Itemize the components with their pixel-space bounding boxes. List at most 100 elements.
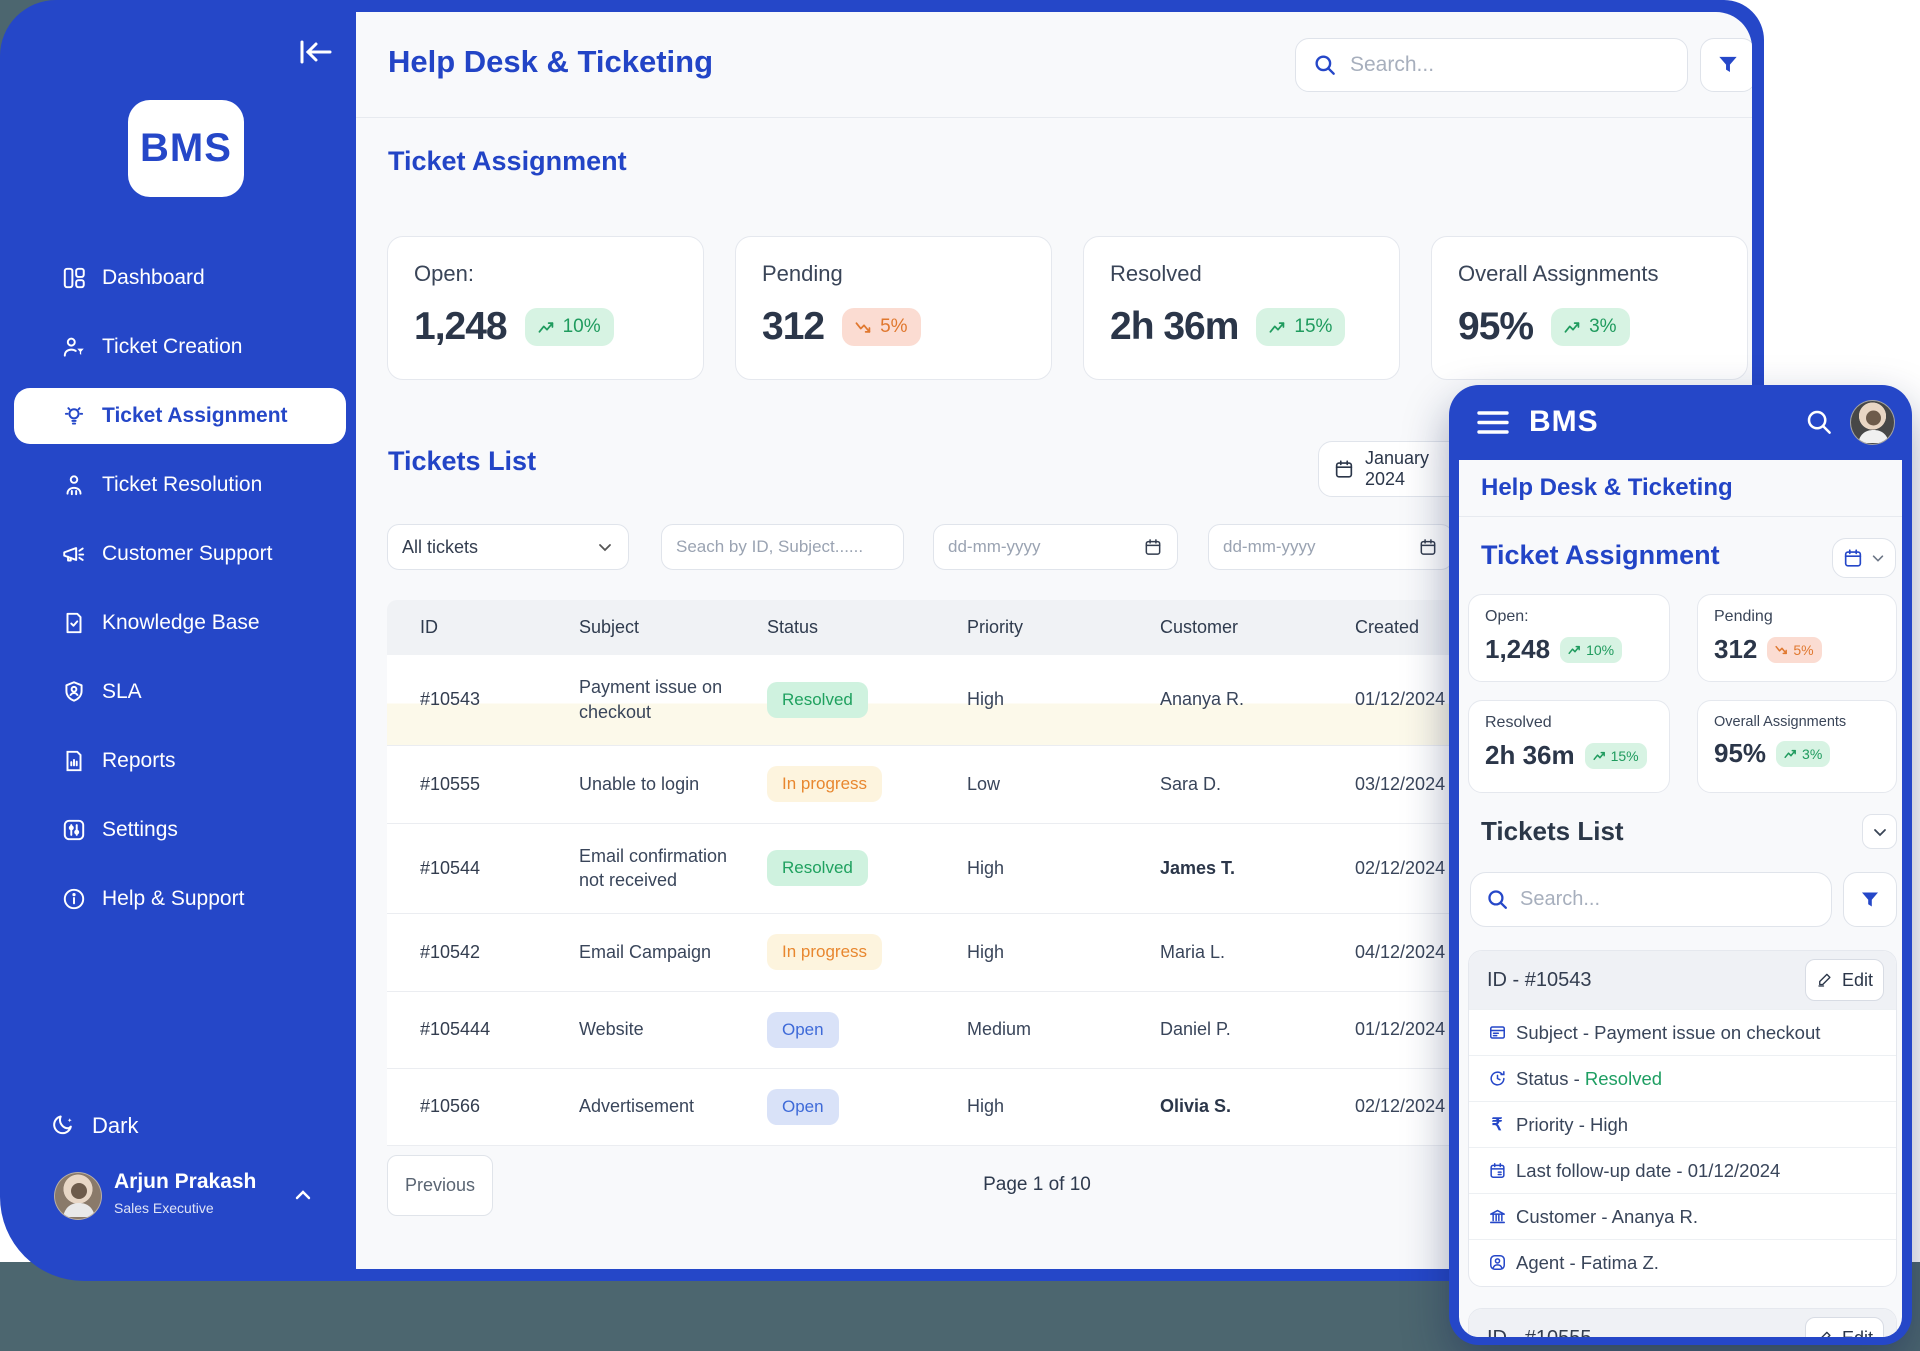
trend-badge: 5% bbox=[1767, 636, 1822, 663]
edit-button[interactable]: Edit bbox=[1805, 1317, 1884, 1337]
ticket-icon bbox=[1487, 1023, 1507, 1043]
date-from-field[interactable] bbox=[933, 524, 1178, 570]
sidebar-item-label: Knowledge Base bbox=[102, 611, 260, 634]
mobile-app-logo[interactable]: BMS bbox=[1529, 405, 1599, 438]
calendar-icon bbox=[1143, 537, 1163, 557]
sliders-icon bbox=[60, 816, 88, 844]
mobile-search-input[interactable] bbox=[1520, 888, 1817, 911]
ticket-customer: Daniel P. bbox=[1160, 991, 1355, 1068]
pencil-icon bbox=[1818, 973, 1831, 987]
search-icon bbox=[1312, 52, 1338, 78]
app-logo-text: BMS bbox=[140, 126, 232, 170]
stat-card-overall: Overall Assignments 95% 3% bbox=[1431, 236, 1748, 380]
stat-label: Open: bbox=[1485, 608, 1529, 625]
status-badge: In progress bbox=[767, 934, 883, 970]
mobile-user-avatar[interactable] bbox=[1850, 400, 1895, 445]
mobile-filter-button[interactable] bbox=[1843, 872, 1897, 927]
sidebar-item-label: Ticket Resolution bbox=[102, 473, 263, 496]
sidebar-item-label: Ticket Creation bbox=[102, 335, 243, 358]
table-row[interactable]: #10542 Email Campaign In progress High M… bbox=[387, 913, 1727, 991]
ticket-subject: Unable to login bbox=[579, 773, 700, 794]
ticket-card-id: ID - #10543 bbox=[1487, 968, 1592, 991]
trend-badge: 3% bbox=[1551, 308, 1630, 346]
col-status: Status bbox=[767, 600, 967, 655]
mobile-page-title: Help Desk & Ticketing bbox=[1481, 474, 1733, 501]
chevron-down-icon bbox=[596, 538, 614, 556]
edit-button[interactable]: Edit bbox=[1805, 959, 1884, 1001]
trend-badge: 15% bbox=[1256, 308, 1346, 346]
mobile-stat-resolved: Resolved 2h 36m 15% bbox=[1468, 700, 1670, 793]
trend-up-icon bbox=[538, 321, 553, 333]
stat-label: Pending bbox=[1714, 608, 1773, 625]
collapse-list-button[interactable] bbox=[1862, 814, 1897, 849]
person-add-icon bbox=[60, 333, 88, 361]
sidebar-item-ticket-assignment[interactable]: Ticket Assignment bbox=[14, 388, 346, 444]
status-badge: Open bbox=[767, 1011, 839, 1048]
mobile-search-field[interactable] bbox=[1470, 872, 1832, 927]
sidebar-item-settings[interactable]: Settings bbox=[10, 802, 346, 858]
ticket-field-customer: Customer - Ananya R. bbox=[1469, 1193, 1896, 1239]
pencil-icon bbox=[1821, 1331, 1831, 1337]
stat-value: 1,248 bbox=[414, 305, 508, 348]
dark-mode-label: Dark bbox=[92, 1113, 139, 1138]
menu-icon[interactable] bbox=[1477, 409, 1513, 436]
tickets-search-field[interactable] bbox=[661, 524, 904, 570]
sidebar-item-label: SLA bbox=[102, 680, 142, 703]
stat-label: Resolved bbox=[1110, 261, 1202, 286]
stat-label: Open: bbox=[414, 261, 474, 286]
ticket-customer: Olivia S. bbox=[1160, 1068, 1355, 1145]
stat-card-resolved: Resolved 2h 36m 15% bbox=[1083, 236, 1400, 380]
status-value: Resolved bbox=[1584, 1067, 1663, 1089]
ticket-customer: James T. bbox=[1160, 823, 1355, 913]
filter-icon bbox=[1862, 892, 1878, 906]
calendar-icon bbox=[1333, 458, 1355, 480]
date-from-input[interactable] bbox=[948, 537, 1135, 557]
ticket-id: #10566 bbox=[387, 1068, 579, 1145]
sidebar-item-dashboard[interactable]: Dashboard bbox=[10, 250, 346, 306]
agent-icon bbox=[1487, 1253, 1507, 1273]
global-search[interactable] bbox=[1295, 38, 1688, 92]
user-profile[interactable]: Arjun Prakash Sales Executive bbox=[0, 1168, 356, 1228]
stat-label: Pending bbox=[762, 261, 843, 286]
sidebar-item-ticket-resolution[interactable]: Ticket Resolution bbox=[10, 457, 346, 513]
trend-badge: 10% bbox=[524, 308, 614, 346]
status-badge: Open bbox=[767, 1088, 839, 1125]
info-icon bbox=[60, 885, 88, 913]
tickets-filter-dropdown[interactable]: All tickets bbox=[387, 524, 629, 570]
search-icon[interactable] bbox=[1804, 407, 1834, 437]
sidebar-item-ticket-creation[interactable]: Ticket Creation bbox=[10, 319, 346, 375]
sidebar-item-reports[interactable]: Reports bbox=[10, 733, 346, 789]
stat-value: 2h 36m bbox=[1485, 740, 1575, 770]
global-search-input[interactable] bbox=[1350, 53, 1671, 77]
sidebar-item-knowledge-base[interactable]: Knowledge Base bbox=[10, 595, 346, 651]
stat-value: 312 bbox=[762, 305, 825, 348]
date-to-input[interactable] bbox=[1223, 537, 1410, 557]
sidebar-item-label: Ticket Assignment bbox=[102, 404, 288, 427]
stat-card-pending: Pending 312 5% bbox=[735, 236, 1052, 380]
ticket-priority: High bbox=[967, 823, 1160, 913]
ticket-field-agent: Agent - Fatima Z. bbox=[1469, 1239, 1896, 1285]
megaphone-icon bbox=[60, 540, 88, 568]
trend-down-icon bbox=[855, 321, 871, 333]
user-role: Sales Executive bbox=[114, 1200, 214, 1216]
dark-mode-toggle[interactable]: Dark bbox=[0, 1098, 356, 1154]
stat-value: 95% bbox=[1714, 738, 1767, 768]
previous-page-button[interactable]: Previous bbox=[387, 1155, 493, 1216]
app-logo[interactable]: BMS bbox=[128, 100, 244, 197]
date-to-field[interactable] bbox=[1208, 524, 1453, 570]
mobile-ticket-card-next: ID - #10555 Edit bbox=[1468, 1308, 1897, 1337]
ticket-id: #10555 bbox=[387, 745, 579, 823]
sidebar-collapse-icon[interactable] bbox=[296, 34, 336, 70]
sidebar-item-label: Help & Support bbox=[102, 887, 245, 910]
filter-button[interactable] bbox=[1700, 38, 1752, 92]
ticket-customer: Sara D. bbox=[1160, 745, 1355, 823]
sidebar-item-sla[interactable]: SLA bbox=[10, 664, 346, 720]
status-badge: Resolved bbox=[767, 681, 868, 718]
tickets-search-input[interactable] bbox=[676, 537, 889, 557]
stat-label: Resolved bbox=[1485, 714, 1552, 731]
trend-up-icon bbox=[1784, 749, 1796, 758]
sidebar-item-customer-support[interactable]: Customer Support bbox=[10, 526, 346, 582]
sidebar-item-help-support[interactable]: Help & Support bbox=[10, 871, 346, 927]
sidebar: BMS Dashboard Ticket Creation bbox=[0, 0, 356, 1281]
mobile-date-button[interactable] bbox=[1832, 538, 1896, 578]
